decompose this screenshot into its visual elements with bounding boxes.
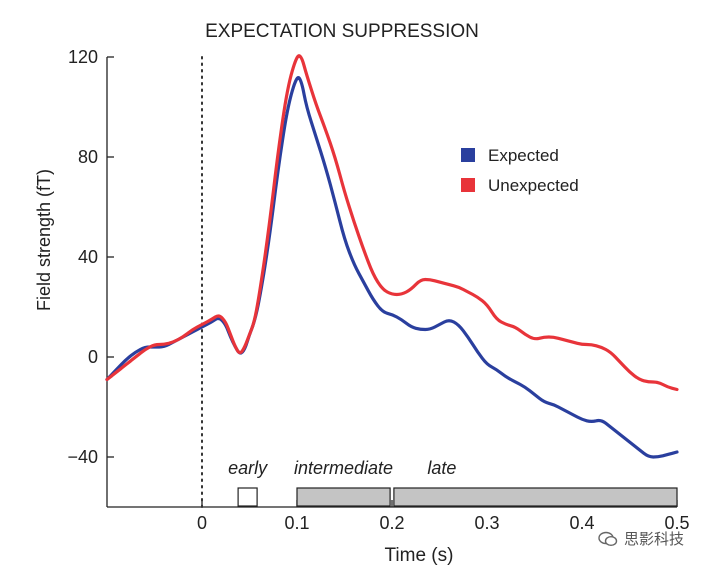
chart-title: EXPECTATION SUPPRESSION bbox=[205, 21, 479, 42]
wechat-icon bbox=[598, 531, 618, 546]
x-axis-label: Time (s) bbox=[385, 545, 454, 566]
plot-area: −40 0 40 80 120 0 0.1 0.2 0.3 0.4 0.5 early intermed… bbox=[67, 47, 689, 533]
x-tick-label: 0 bbox=[197, 513, 207, 533]
legend-swatch-unexpected bbox=[461, 178, 475, 192]
x-tick-label: 0.3 bbox=[474, 513, 499, 533]
x-tick-label: 0.1 bbox=[284, 513, 309, 533]
x-tick-label: 0.2 bbox=[379, 513, 404, 533]
window-late bbox=[393, 487, 678, 507]
series-line-unexpected bbox=[105, 54, 679, 392]
series-line-expected bbox=[105, 76, 679, 459]
window-label-late: late bbox=[427, 458, 456, 478]
window-label-intermediate: intermediate bbox=[294, 458, 393, 478]
watermark: 思影科技 bbox=[598, 528, 684, 549]
y-tick-label: 80 bbox=[78, 147, 98, 167]
window-label-early: early bbox=[228, 458, 268, 478]
legend-swatch-expected bbox=[461, 148, 475, 162]
watermark-text: 思影科技 bbox=[624, 530, 685, 548]
y-tick-label: −40 bbox=[67, 447, 98, 467]
y-axis-label: Field strength (fT) bbox=[34, 169, 54, 311]
y-tick-label: 0 bbox=[88, 347, 98, 367]
x-tick-label: 0.5 bbox=[664, 513, 689, 533]
window-intermediate bbox=[296, 487, 391, 507]
x-tick-label: 0.4 bbox=[569, 513, 594, 533]
window-early bbox=[237, 487, 258, 507]
y-tick-label: 40 bbox=[78, 247, 98, 267]
legend-label-expected: Expected bbox=[488, 146, 559, 165]
legend-label-unexpected: Unexpected bbox=[488, 176, 579, 195]
y-tick-label: 120 bbox=[68, 47, 98, 67]
